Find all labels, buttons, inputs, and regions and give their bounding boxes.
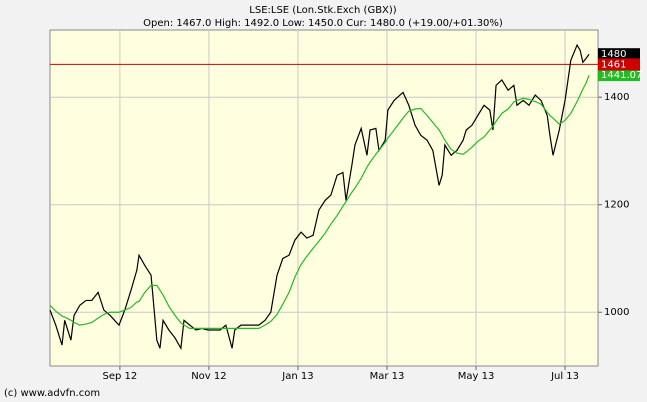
x-tick-label: Mar 13 [370, 371, 405, 382]
chart-title: LSE:LSE (Lon.Stk.Exch (GBX)) [249, 5, 397, 16]
price-line [49, 43, 590, 351]
y-tick-label: 1400 [604, 92, 629, 103]
x-tick-label: Sep 12 [103, 371, 138, 382]
x-tick-label: Nov 12 [191, 371, 226, 382]
price-line [49, 74, 590, 329]
y-tick-label: 1200 [604, 200, 629, 211]
x-tick-label: Jan 13 [281, 371, 313, 382]
x-tick-label: Jul 13 [550, 371, 579, 382]
plot-area [49, 29, 599, 367]
value-box [598, 58, 640, 71]
footer: (c) www.advfn.com [4, 388, 100, 399]
value-box-label: 1461 [601, 59, 626, 70]
chart-subtitle: Open: 1467.0 High: 1492.0 Low: 1450.0 Cu… [143, 18, 503, 29]
value-box [598, 48, 640, 61]
value-box-label: 1480 [601, 49, 626, 60]
value-box [598, 69, 640, 82]
y-tick-label: 1000 [604, 307, 629, 318]
value-box-label: 1441.07 [601, 70, 642, 81]
x-tick-label: May 13 [458, 371, 495, 382]
